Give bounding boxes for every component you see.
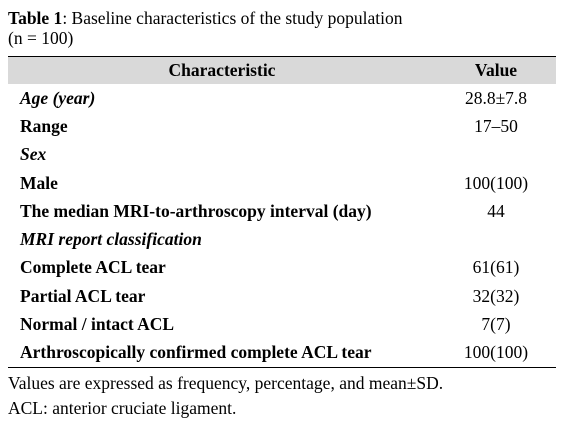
row-label: The median MRI-to-arthroscopy interval (… xyxy=(20,200,372,221)
row-value: 32(32) xyxy=(472,285,520,306)
row-value: 61(61) xyxy=(472,257,520,278)
table-row: Male 100(100) xyxy=(8,169,556,197)
header-cell: Value xyxy=(436,56,556,84)
caption: Table 1: Baseline characteristics of the… xyxy=(8,8,403,28)
row-value: 28.8±7.8 xyxy=(464,87,528,108)
footnote: ACL: anterior cruciate ligament. xyxy=(8,398,237,418)
table-row: Age (year) 28.8±7.8 xyxy=(8,84,556,112)
table-row: Range 17–50 xyxy=(8,112,556,140)
table-row: Complete ACL tear 61(61) xyxy=(8,254,556,282)
table-row: Partial ACL tear 32(32) xyxy=(8,282,556,310)
footnote: Values are expressed as frequency, perce… xyxy=(8,373,444,393)
table: Characteristic Value Age (year) 28.8±7.8 R… xyxy=(8,56,556,368)
row-label: Partial ACL tear xyxy=(20,285,146,306)
row-value: 100(100) xyxy=(436,338,556,368)
caption-text: : Baseline characteristics of the study … xyxy=(62,8,403,28)
caption-label: Table 1 xyxy=(8,8,63,28)
row-label: Range xyxy=(20,115,68,136)
row-value xyxy=(436,225,556,253)
row-label: Arthroscopically confirmed complete ACL … xyxy=(8,338,436,368)
row-label: Age (year) xyxy=(20,87,96,108)
row-label: Male xyxy=(20,172,58,193)
row-value: 7(7) xyxy=(481,314,511,335)
header-row: Characteristic Value xyxy=(8,56,556,84)
caption-line: (n = 100) xyxy=(8,28,74,48)
row-label: Normal / intact ACL xyxy=(20,314,175,335)
row-value: 100(100) xyxy=(463,172,529,193)
table-row: Normal / intact ACL 7(7) xyxy=(8,310,556,338)
row-value: 44 xyxy=(487,200,505,221)
row-value xyxy=(436,141,556,169)
table-row: Arthroscopically confirmed complete ACL … xyxy=(8,338,556,368)
table-row: MRI report classification xyxy=(8,225,556,253)
header-cell: Characteristic xyxy=(8,56,436,84)
table-row: Sex xyxy=(8,141,556,169)
row-label: Complete ACL tear xyxy=(20,257,166,278)
row-value: 17–50 xyxy=(474,115,518,136)
row-label: Sex xyxy=(20,144,47,165)
table-row: The median MRI-to-arthroscopy interval (… xyxy=(8,197,556,225)
row-label: MRI report classification xyxy=(20,229,202,250)
table-body: Age (year) 28.8±7.8 Range 17–50 Sex Male 100(1… xyxy=(8,84,556,368)
